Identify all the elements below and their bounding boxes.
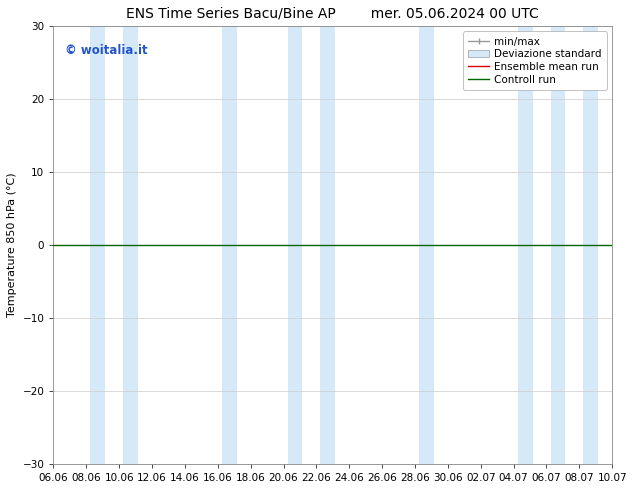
- Bar: [321, 26, 335, 464]
- Bar: [123, 26, 138, 464]
- Bar: [550, 26, 566, 464]
- Bar: [583, 26, 598, 464]
- Text: © woitalia.it: © woitalia.it: [65, 44, 147, 57]
- Y-axis label: Temperature 850 hPa (°C): Temperature 850 hPa (°C): [7, 173, 17, 318]
- Bar: [91, 26, 105, 464]
- Bar: [288, 26, 302, 464]
- Title: ENS Time Series Bacu/Bine AP        mer. 05.06.2024 00 UTC: ENS Time Series Bacu/Bine AP mer. 05.06.…: [126, 7, 539, 21]
- Legend: min/max, Deviazione standard, Ensemble mean run, Controll run: min/max, Deviazione standard, Ensemble m…: [463, 31, 607, 90]
- Bar: [518, 26, 533, 464]
- Bar: [419, 26, 434, 464]
- Bar: [222, 26, 236, 464]
